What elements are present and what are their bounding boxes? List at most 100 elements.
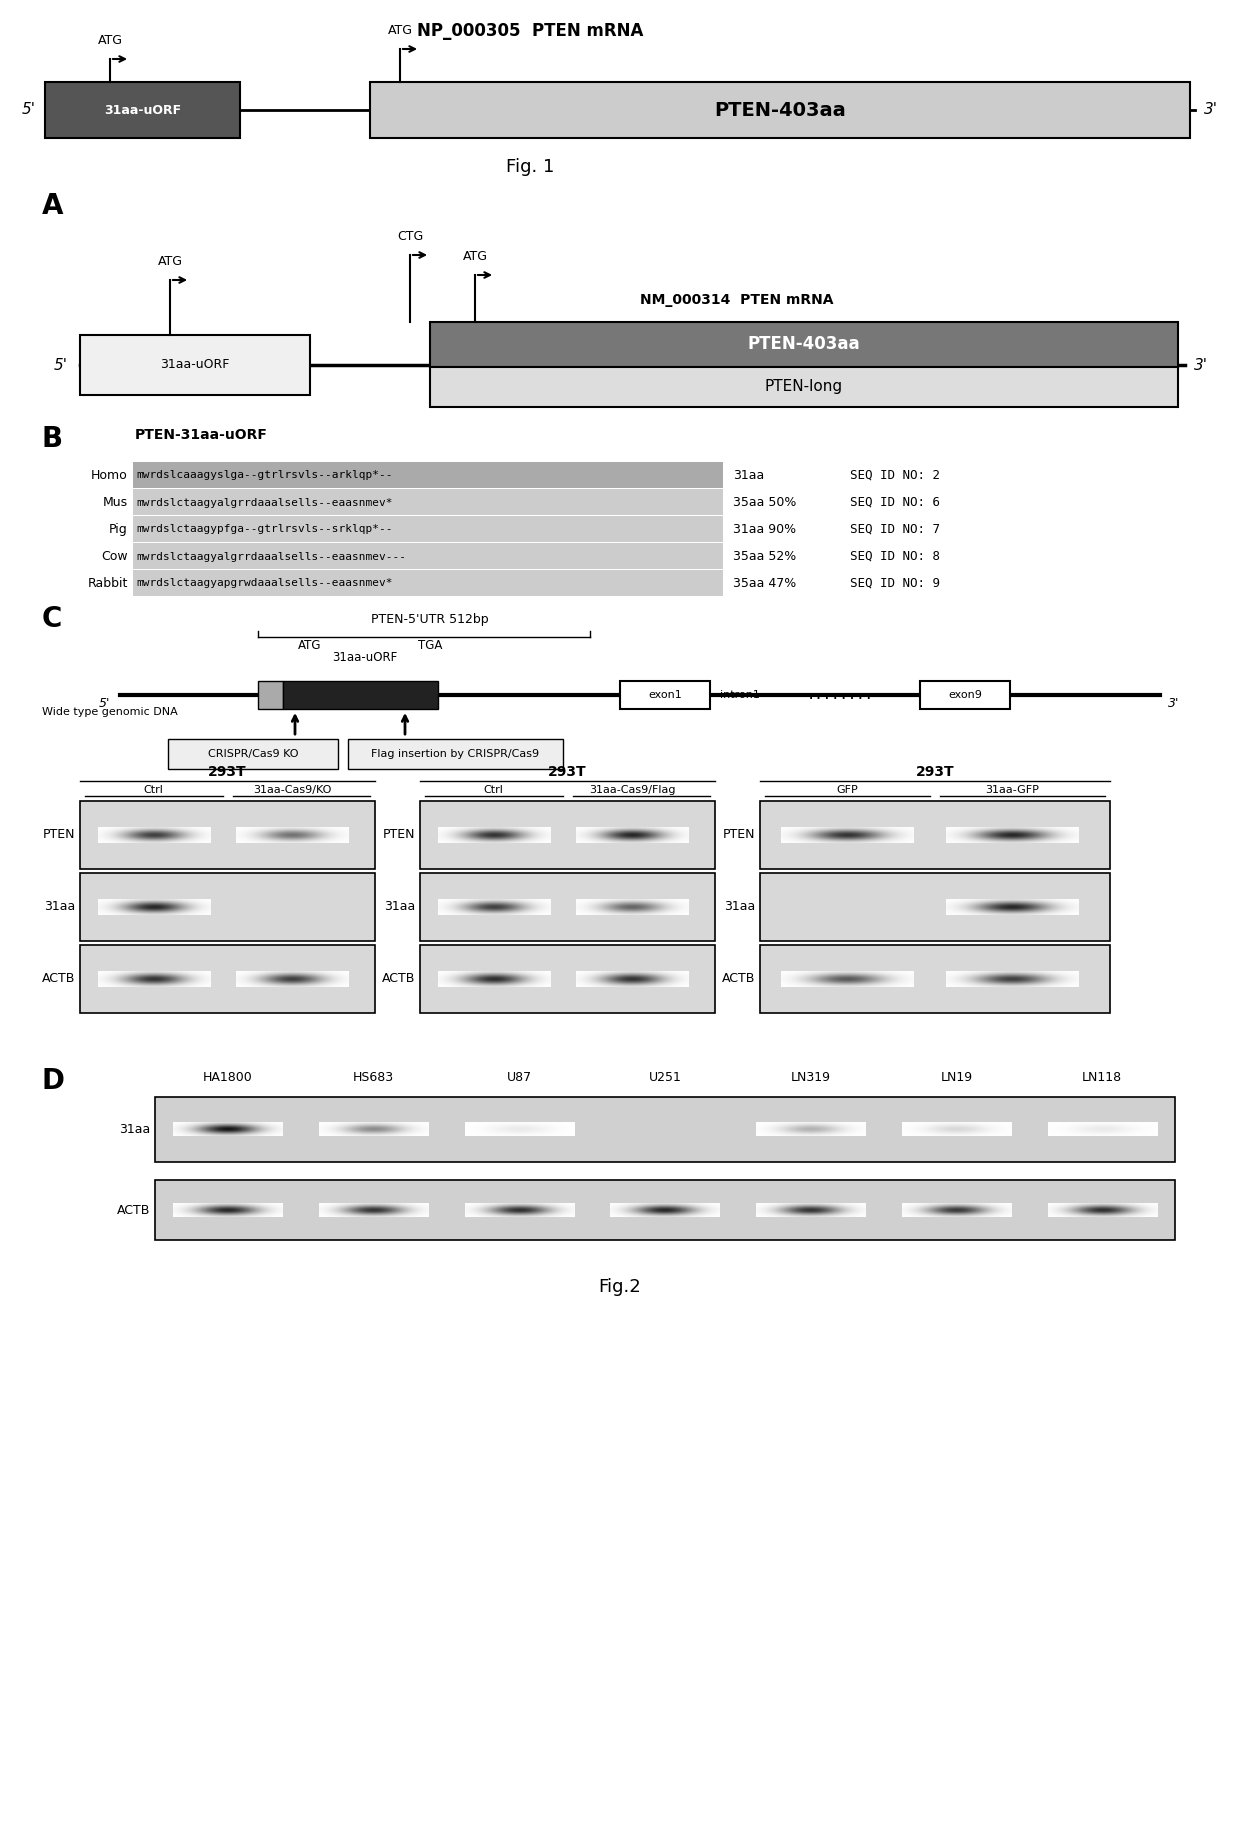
Text: 3': 3' [1194,358,1208,372]
Text: PTEN: PTEN [42,829,74,842]
Bar [133,462,723,488]
Text: LN19: LN19 [940,1071,972,1084]
Text: U87: U87 [507,1071,532,1084]
Text: 31aa 90%: 31aa 90% [733,523,796,536]
Bar [81,336,310,394]
Bar [420,945,715,1012]
Text: Homo: Homo [92,470,128,482]
Text: mwrdslctaagypfga--gtrlrsvls--srklqp*--: mwrdslctaagypfga--gtrlrsvls--srklqp*-- [136,525,393,534]
Bar [430,323,1178,367]
Text: 31aa-Cas9/KO: 31aa-Cas9/KO [253,785,331,794]
Text: SEQ ID NO: 7: SEQ ID NO: 7 [849,523,940,536]
Bar [155,1179,1176,1240]
Bar [283,680,438,710]
Bar [370,83,1190,138]
Text: 31aa: 31aa [733,470,764,482]
Text: 31aa: 31aa [43,900,74,913]
Text: ACTB: ACTB [382,972,415,985]
Text: PTEN-5'UTR 512bp: PTEN-5'UTR 512bp [371,613,489,625]
Bar [258,680,283,710]
Text: 293T: 293T [208,765,247,779]
Text: A: A [42,193,63,220]
Text: exon9: exon9 [949,690,982,701]
Text: D: D [42,1067,64,1095]
Text: PTEN-403aa: PTEN-403aa [748,336,861,352]
Text: CTG: CTG [397,229,423,242]
Text: 31aa: 31aa [383,900,415,913]
Text: Rabbit: Rabbit [88,578,128,591]
Bar [620,680,711,710]
Bar [420,801,715,869]
Text: 31aa-GFP: 31aa-GFP [985,785,1039,794]
Text: Flag insertion by CRISPR/Cas9: Flag insertion by CRISPR/Cas9 [371,748,539,759]
Bar [760,873,1110,941]
Text: SEQ ID NO: 2: SEQ ID NO: 2 [849,470,940,482]
Bar [133,570,723,596]
Text: GFP: GFP [837,785,858,794]
Text: exon1: exon1 [649,690,682,701]
Text: LN319: LN319 [791,1071,831,1084]
Text: Ctrl: Ctrl [484,785,503,794]
Bar [760,801,1110,869]
Text: ACTB: ACTB [42,972,74,985]
Text: PTEN: PTEN [382,829,415,842]
Bar [81,873,374,941]
Text: 31aa-uORF: 31aa-uORF [332,651,398,664]
Text: Fig.2: Fig.2 [599,1278,641,1297]
Text: ATG: ATG [463,249,487,262]
Text: ATG: ATG [98,35,123,48]
Text: mwrdslcaaagyslga--gtrlrsvls--arklqp*--: mwrdslcaaagyslga--gtrlrsvls--arklqp*-- [136,471,393,481]
Text: SEQ ID NO: 9: SEQ ID NO: 9 [849,578,940,591]
Text: 3': 3' [1204,103,1218,117]
Text: 293T: 293T [915,765,955,779]
Text: SEQ ID NO: 6: SEQ ID NO: 6 [849,495,940,510]
Text: mwrdslctaagyalgrrdaaalsells--eaasnmev---: mwrdslctaagyalgrrdaaalsells--eaasnmev--- [136,552,405,561]
Text: ACTB: ACTB [722,972,755,985]
Bar [81,945,374,1012]
Text: LN118: LN118 [1083,1071,1122,1084]
Text: 35aa 50%: 35aa 50% [733,495,796,510]
Text: HS683: HS683 [353,1071,394,1084]
Text: ATG: ATG [157,255,182,268]
Text: 31aa-uORF: 31aa-uORF [160,358,229,372]
Text: 35aa 47%: 35aa 47% [733,578,796,591]
Text: 293T: 293T [548,765,587,779]
Bar [155,1097,1176,1163]
Text: PTEN-403aa: PTEN-403aa [714,101,846,119]
Text: Cow: Cow [102,550,128,563]
Text: mwrdslctaagyapgrwdaaalsells--eaasnmev*: mwrdslctaagyapgrwdaaalsells--eaasnmev* [136,578,393,589]
Bar [420,873,715,941]
Text: C: C [42,605,62,633]
Text: Pig: Pig [109,523,128,536]
Text: SEQ ID NO: 8: SEQ ID NO: 8 [849,550,940,563]
Text: HA1800: HA1800 [203,1071,253,1084]
Bar [430,367,1178,407]
Text: PTEN-long: PTEN-long [765,380,843,394]
Bar [348,739,563,768]
Bar [81,801,374,869]
Bar [133,543,723,569]
Text: 31aa: 31aa [119,1122,150,1135]
Text: 5': 5' [55,358,68,372]
Text: ATG: ATG [299,638,321,653]
Text: intron1: intron1 [720,690,760,701]
Bar [45,83,241,138]
Text: 3': 3' [1168,697,1179,710]
Text: mwrdslctaagyalgrrdaaalsells--eaasnmev*: mwrdslctaagyalgrrdaaalsells--eaasnmev* [136,497,393,508]
Bar [920,680,1011,710]
Text: U251: U251 [649,1071,682,1084]
Text: ATG: ATG [387,24,413,37]
Bar [133,490,723,515]
Text: Wide type genomic DNA: Wide type genomic DNA [42,706,177,717]
Text: Fig. 1: Fig. 1 [506,158,554,176]
Text: PTEN-31aa-uORF: PTEN-31aa-uORF [135,427,268,442]
Text: 5': 5' [22,103,36,117]
Bar [167,739,339,768]
Text: TGA: TGA [418,638,443,653]
Text: PTEN: PTEN [723,829,755,842]
Text: NP_000305  PTEN mRNA: NP_000305 PTEN mRNA [417,22,644,40]
Bar [760,945,1110,1012]
Text: 31aa-uORF: 31aa-uORF [104,103,181,117]
Text: 5': 5' [99,697,110,710]
Bar [133,515,723,543]
